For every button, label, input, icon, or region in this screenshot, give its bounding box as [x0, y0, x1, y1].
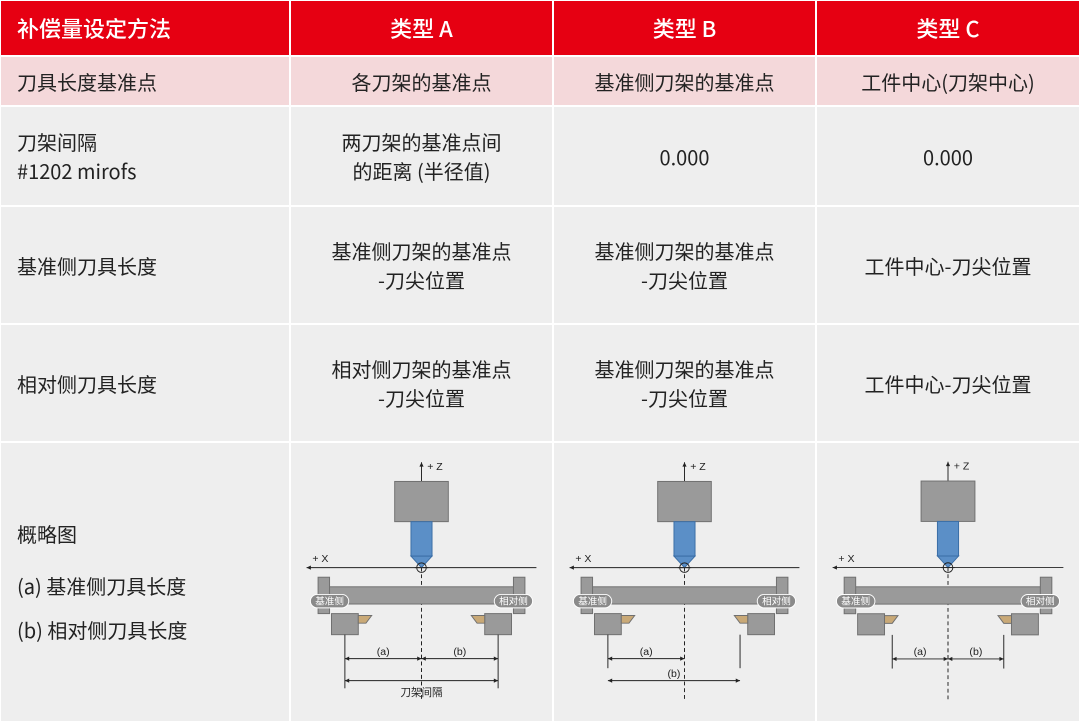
svg-text:基准侧: 基准侧 [578, 596, 607, 608]
svg-text:+ X: + X [838, 553, 854, 565]
svg-text:+ Z: + Z [954, 461, 970, 473]
svg-text:(a): (a) [377, 646, 390, 658]
ref-label: 刀具长度基准点 [0, 56, 290, 106]
baselen-label: 基准侧刀具长度 [0, 206, 290, 324]
diagram-type-a: + Z + X 基准侧 相对侧 (a) (b) 刀架间隔 [290, 442, 553, 722]
opplen-c: 工件中心-刀尖位置 [816, 324, 1080, 442]
header-type-b: 类型 B [553, 0, 816, 56]
opplen-a-l2: -刀尖位置 [378, 383, 465, 412]
row-diagram: 概略图 (a) 基准侧刀具长度 (b) 相对侧刀具长度 + Z + X 基准侧 相对侧… [0, 442, 1080, 722]
svg-text:(a): (a) [914, 646, 927, 658]
spacing-a-l1: 两刀架的基准点间 [342, 127, 502, 156]
svg-text:基准侧: 基准侧 [315, 596, 344, 608]
diagram-label-l2: (a) 基准侧刀具长度 [17, 564, 187, 608]
svg-text:+ X: + X [575, 553, 591, 565]
baselen-a: 基准侧刀架的基准点 -刀尖位置 [290, 206, 553, 324]
svg-text:+ Z: + Z [690, 461, 706, 473]
opplen-b: 基准侧刀架的基准点 -刀尖位置 [553, 324, 816, 442]
svg-text:相对侧: 相对侧 [762, 596, 791, 608]
spacing-c: 0.000 [816, 106, 1080, 206]
svg-text:(b): (b) [969, 646, 982, 658]
row-reference-point: 刀具长度基准点 各刀架的基准点 基准侧刀架的基准点 工件中心(刀架中心) [0, 56, 1080, 106]
spacing-a-l2: 的距离 (半径值) [353, 156, 491, 185]
header-type-c: 类型 C [816, 0, 1080, 56]
svg-text:(b): (b) [668, 668, 681, 680]
spacing-label-l1: 刀架间隔 [17, 127, 97, 156]
svg-text:+ Z: + Z [427, 461, 443, 473]
baselen-a-l1: 基准侧刀架的基准点 [332, 236, 512, 265]
opplen-a: 相对侧刀架的基准点 -刀尖位置 [290, 324, 553, 442]
spacing-b: 0.000 [553, 106, 816, 206]
diagram-type-c: + Z + X 基准侧 相对侧 (a) (b) [816, 442, 1080, 722]
opplen-label: 相对侧刀具长度 [0, 324, 290, 442]
row-base-length: 基准侧刀具长度 基准侧刀架的基准点 -刀尖位置 基准侧刀架的基准点 -刀尖位置 … [0, 206, 1080, 324]
spacing-a: 两刀架的基准点间 的距离 (半径值) [290, 106, 553, 206]
diagram-type-b: + Z + X 基准侧 相对侧 (a) (b) [553, 442, 816, 722]
opplen-b-l1: 基准侧刀架的基准点 [595, 354, 775, 383]
svg-text:(a): (a) [640, 646, 653, 658]
baselen-b-l1: 基准侧刀架的基准点 [595, 236, 775, 265]
spacing-label: 刀架间隔 #1202 mirofs [0, 106, 290, 206]
header-row: 补偿量设定方法 类型 A 类型 B 类型 C [0, 0, 1080, 56]
baselen-b-l2: -刀尖位置 [641, 265, 728, 294]
opplen-a-l1: 相对侧刀架的基准点 [332, 354, 512, 383]
header-method: 补偿量设定方法 [0, 0, 290, 56]
ref-a: 各刀架的基准点 [290, 56, 553, 106]
header-type-a: 类型 A [290, 0, 553, 56]
diagram-label: 概略图 (a) 基准侧刀具长度 (b) 相对侧刀具长度 [0, 442, 290, 722]
diagram-label-l1: 概略图 [17, 512, 187, 556]
svg-text:相对侧: 相对侧 [1026, 596, 1055, 608]
baselen-b: 基准侧刀架的基准点 -刀尖位置 [553, 206, 816, 324]
svg-text:刀架间隔: 刀架间隔 [400, 686, 442, 699]
row-opposite-length: 相对侧刀具长度 相对侧刀架的基准点 -刀尖位置 基准侧刀架的基准点 -刀尖位置 … [0, 324, 1080, 442]
baselen-c: 工件中心-刀尖位置 [816, 206, 1080, 324]
baselen-a-l2: -刀尖位置 [378, 265, 465, 294]
spacing-label-l2: #1202 mirofs [17, 156, 136, 185]
opplen-b-l2: -刀尖位置 [641, 383, 728, 412]
diagram-label-l3: (b) 相对侧刀具长度 [17, 608, 187, 652]
svg-text:相对侧: 相对侧 [499, 596, 528, 608]
ref-b: 基准侧刀架的基准点 [553, 56, 816, 106]
svg-text:基准侧: 基准侧 [841, 596, 870, 608]
svg-text:(b): (b) [453, 646, 466, 658]
ref-c: 工件中心(刀架中心) [816, 56, 1080, 106]
compensation-table: 补偿量设定方法 类型 A 类型 B 类型 C 刀具长度基准点 各刀架的基准点 基… [0, 0, 1080, 722]
row-spacing: 刀架间隔 #1202 mirofs 两刀架的基准点间 的距离 (半径值) 0.0… [0, 106, 1080, 206]
svg-text:+ X: + X [312, 553, 328, 565]
